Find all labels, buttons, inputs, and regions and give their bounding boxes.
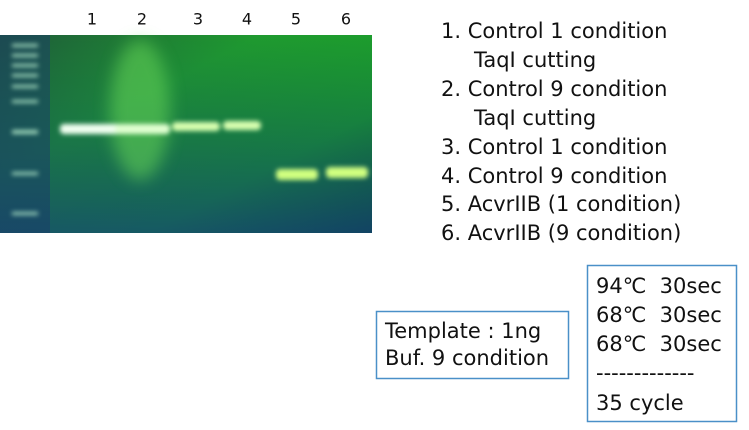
legend-note: TaqI cutting	[473, 48, 596, 72]
legend-item: 1. Control 1 condition	[441, 19, 667, 43]
lane-label: 4	[242, 10, 252, 29]
legend-note: TaqI cutting	[473, 106, 596, 130]
gel-image	[0, 35, 372, 233]
lane-label: 5	[291, 10, 301, 29]
box-line: 94℃ 30sec	[596, 274, 722, 298]
box-line: -------------	[596, 361, 695, 385]
legend-item: 2. Control 9 condition	[441, 77, 667, 101]
box-line: 35 cycle	[596, 391, 684, 415]
box-line: 68℃ 30sec	[596, 303, 722, 327]
pcr-box: 94℃ 30sec 68℃ 30sec 68℃ 30sec ----------…	[586, 264, 738, 423]
lane-label: 6	[341, 10, 351, 29]
lane-label: 3	[193, 10, 203, 29]
legend-item: 4. Control 9 condition	[441, 164, 667, 188]
legend-item: 3. Control 1 condition	[441, 135, 667, 159]
legend-item: 5. AcvrIIB (1 condition)	[441, 192, 681, 216]
box-line: Buf. 9 condition	[385, 346, 549, 370]
box-line: 68℃ 30sec	[596, 332, 722, 356]
template-box: Template : 1ng Buf. 9 condition	[375, 310, 570, 380]
lane-labels: 1 2 3 4 5 6	[87, 10, 351, 29]
box-line: Template : 1ng	[384, 319, 541, 343]
lane-label: 1	[87, 10, 97, 29]
legend: 1. Control 1 condition TaqI cutting 2. C…	[441, 19, 681, 245]
lane-label: 2	[137, 10, 147, 29]
legend-item: 6. AcvrIIB (9 condition)	[441, 221, 681, 245]
